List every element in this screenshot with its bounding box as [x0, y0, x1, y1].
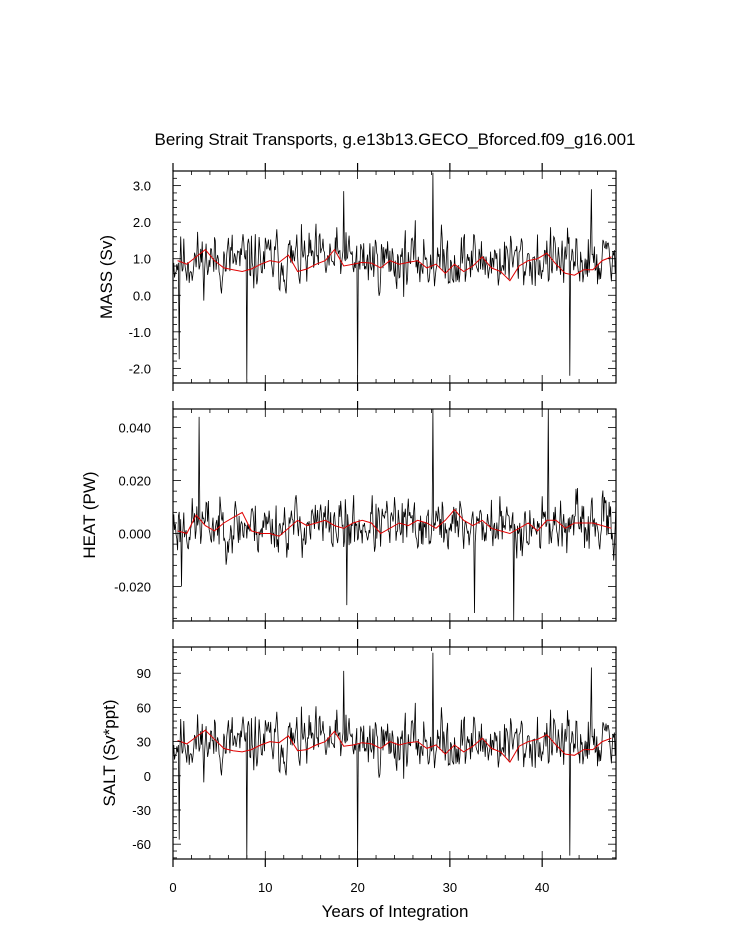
annual-mean-line [177, 508, 612, 537]
y-tick-label: 1.0 [133, 252, 151, 267]
y-tick-label: -30 [132, 803, 151, 818]
y-tick-label: 0.040 [118, 421, 151, 436]
monthly-series-line [172, 408, 617, 622]
y-tick-label: 3.0 [133, 179, 151, 194]
y-tick-label: -2.0 [129, 361, 151, 376]
y-tick-label: 60 [137, 700, 151, 715]
chart-title: Bering Strait Transports, g.e13b13.GECO_… [154, 130, 635, 149]
monthly-series-line [172, 172, 617, 382]
y-axis-title: MASS (Sv) [97, 235, 116, 319]
x-axis-title: Years of Integration [322, 902, 469, 921]
y-tick-label: 0 [144, 769, 151, 784]
salt-panel: -60 -30 0 30 60 90 0 10 20 30 40 SALT (Sv*ppt) [100, 639, 617, 895]
mass-panel: -2.0 -1.0 0.0 1.0 2.0 3.0 MASS (Sv) [97, 163, 617, 391]
monthly-series-line [172, 652, 617, 860]
y-axis-title: SALT (Sv*ppt) [100, 699, 119, 806]
y-tick-label: -1.0 [129, 325, 151, 340]
y-tick-label: 30 [137, 735, 151, 750]
x-tick-label: 20 [350, 880, 364, 895]
x-tick-label: 10 [258, 880, 272, 895]
heat-panel: -0.020 0.000 0.020 0.040 HEAT (PW) [80, 401, 617, 629]
y-axis-title: HEAT (PW) [80, 471, 99, 558]
y-tick-label: -60 [132, 837, 151, 852]
x-tick-label: 30 [443, 880, 457, 895]
y-tick-label: 90 [137, 666, 151, 681]
x-tick-label: 40 [535, 880, 549, 895]
annual-mean-line [177, 729, 612, 763]
y-tick-label: 2.0 [133, 215, 151, 230]
y-tick-label: 0.000 [118, 527, 151, 542]
annual-mean-line [177, 248, 612, 282]
y-tick-label: -0.020 [114, 580, 151, 595]
plot-frame [172, 408, 617, 622]
y-tick-label: 0.020 [118, 474, 151, 489]
x-tick-label: 0 [169, 880, 176, 895]
y-tick-label: 0.0 [133, 288, 151, 303]
